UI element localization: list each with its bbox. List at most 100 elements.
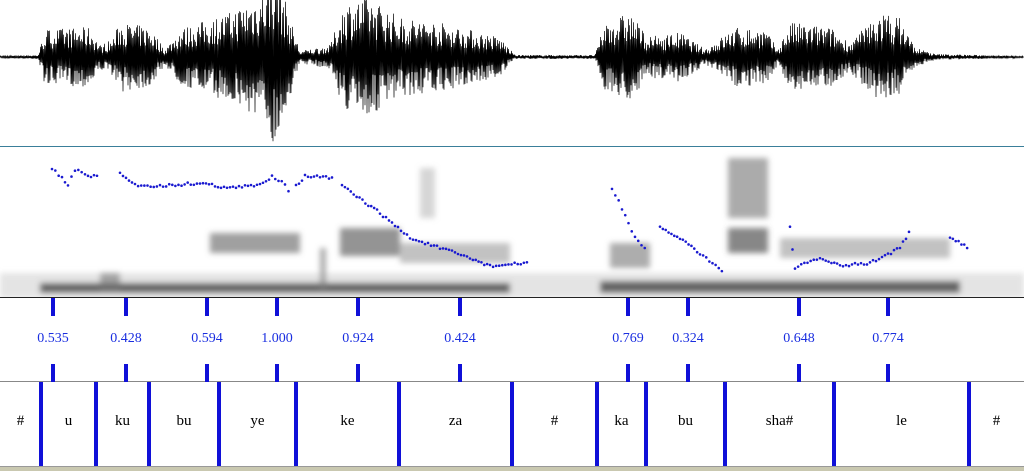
- pitch-point: [877, 257, 881, 261]
- pitch-point: [456, 252, 460, 256]
- pitch-point: [965, 246, 969, 250]
- interval-boundary[interactable]: [967, 382, 971, 466]
- pitch-point: [306, 175, 310, 179]
- interval-label[interactable]: #: [992, 413, 1001, 429]
- pitch-point: [444, 247, 448, 251]
- interval-boundary[interactable]: [39, 382, 43, 466]
- prominence-tick: [205, 298, 209, 316]
- interval-boundary[interactable]: [397, 382, 401, 466]
- pitch-point: [414, 238, 418, 242]
- interval-boundary[interactable]: [217, 382, 221, 466]
- prominence-value: 0.535: [37, 331, 69, 346]
- interval-label[interactable]: #: [550, 413, 559, 429]
- interval-label[interactable]: ka: [614, 413, 629, 429]
- prominence-tick: [124, 364, 128, 382]
- prominence-tick: [458, 298, 462, 316]
- pitch-point: [796, 265, 800, 268]
- pitch-point: [690, 244, 693, 248]
- pitch-point: [954, 239, 958, 243]
- pitch-point: [806, 261, 809, 265]
- pitch-point: [426, 241, 430, 245]
- syllable-tier: # u ku bu ye ke za # ka bu sha# le #: [0, 382, 1024, 466]
- pitch-point: [818, 256, 822, 260]
- pitch-point: [343, 185, 347, 189]
- interval-boundary[interactable]: [595, 382, 599, 466]
- pitch-point: [957, 239, 960, 243]
- pitch-point: [901, 240, 905, 243]
- pitch-point: [687, 243, 690, 246]
- interval-boundary[interactable]: [510, 382, 514, 466]
- bottom-strip: [0, 466, 1024, 471]
- prominence-value: 0.324: [672, 331, 704, 346]
- prominence-tier: 0.535 0.428 0.594 1.000 0.924 0.424 0.769 0.324…: [0, 298, 1024, 382]
- interval-boundary[interactable]: [147, 382, 151, 466]
- interval-label[interactable]: ke: [340, 413, 355, 429]
- pitch-point: [482, 263, 486, 267]
- pitch-point: [355, 195, 358, 199]
- prominence-value: 0.648: [783, 331, 815, 346]
- pitch-point: [519, 262, 523, 266]
- pitch-point: [249, 183, 253, 187]
- pitch-point: [164, 185, 168, 188]
- pitch-point: [477, 260, 480, 263]
- pitch-point: [252, 184, 256, 188]
- prominence-value: 0.774: [872, 331, 904, 346]
- pitch-point: [95, 174, 99, 178]
- interval-label[interactable]: za: [448, 413, 463, 429]
- pitch-point: [898, 246, 902, 250]
- pitch-point: [210, 182, 214, 186]
- pitch-point: [678, 237, 682, 241]
- pitch-point: [50, 167, 54, 171]
- pitch-point: [850, 263, 854, 266]
- pitch-point: [411, 238, 415, 241]
- pitch-point: [474, 258, 478, 262]
- pitch-point: [127, 179, 131, 182]
- interval-label[interactable]: ku: [115, 413, 130, 429]
- interval-label[interactable]: le: [896, 413, 907, 429]
- prominence-tick: [626, 298, 630, 316]
- pitch-point: [488, 263, 492, 267]
- pitch-point: [494, 264, 498, 268]
- pitch-point: [803, 261, 806, 265]
- pitch-point: [390, 221, 394, 224]
- pitch-point: [429, 244, 433, 247]
- pitch-point: [133, 182, 137, 186]
- pitch-point: [80, 170, 83, 174]
- interval-boundary[interactable]: [832, 382, 836, 466]
- pitch-point: [868, 261, 872, 264]
- pitch-point: [504, 263, 507, 267]
- pitch-point: [432, 244, 436, 247]
- interval-boundary[interactable]: [644, 382, 648, 466]
- pitch-point: [381, 215, 385, 219]
- pitch-point: [627, 221, 630, 225]
- prominence-tick: [124, 298, 128, 316]
- pitch-point: [228, 185, 232, 189]
- interval-boundary[interactable]: [294, 382, 298, 466]
- interval-label[interactable]: bu: [176, 413, 192, 429]
- waveform-panel: [0, 0, 1024, 147]
- pitch-point: [54, 169, 57, 172]
- pitch-point: [714, 263, 717, 267]
- prominence-tick: [886, 364, 890, 382]
- interval-boundary[interactable]: [94, 382, 98, 466]
- pitch-point: [497, 264, 501, 268]
- pitch-point: [951, 237, 955, 241]
- pitch-point: [283, 183, 287, 186]
- prominence-value: 0.594: [191, 331, 223, 346]
- pitch-point: [352, 193, 355, 196]
- pitch-point: [441, 247, 445, 250]
- pitch-point: [704, 256, 708, 259]
- prominence-tick: [797, 298, 801, 316]
- interval-label[interactable]: bu: [678, 413, 693, 429]
- pitch-point: [450, 249, 454, 252]
- interval-label[interactable]: #: [16, 413, 25, 429]
- pitch-point: [513, 261, 516, 265]
- interval-label[interactable]: ye: [250, 413, 265, 429]
- interval-label[interactable]: u: [64, 413, 73, 429]
- pitch-point: [318, 175, 322, 179]
- interval-boundary[interactable]: [723, 382, 727, 466]
- pitch-point: [895, 247, 899, 250]
- interval-label[interactable]: sha#: [765, 413, 794, 429]
- pitch-point: [195, 182, 199, 185]
- pitch-point: [261, 181, 265, 185]
